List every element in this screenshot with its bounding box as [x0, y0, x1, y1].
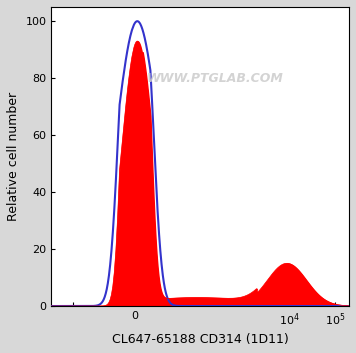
Text: WWW.PTGLAB.COM: WWW.PTGLAB.COM: [147, 72, 283, 85]
X-axis label: CL647-65188 CD314 (1D11): CL647-65188 CD314 (1D11): [112, 333, 289, 346]
Y-axis label: Relative cell number: Relative cell number: [7, 92, 20, 221]
